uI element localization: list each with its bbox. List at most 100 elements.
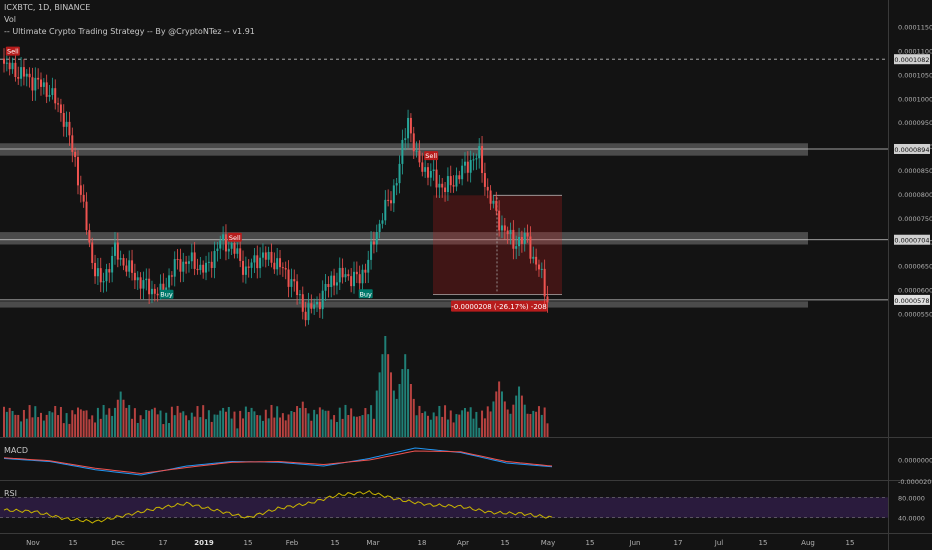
time-tick-label: 15 (244, 539, 253, 547)
price-tick-label: 0.0000950 (898, 119, 932, 127)
volume-bar (139, 415, 142, 437)
candle-body (165, 287, 168, 291)
candle-body (250, 262, 253, 268)
candle-body (478, 146, 481, 159)
volume-bar (293, 412, 296, 437)
candle-body (31, 77, 34, 91)
volume-bar (324, 410, 327, 437)
price-level-badge (894, 54, 930, 65)
volume-bar (509, 413, 512, 437)
volume-bar (463, 407, 466, 437)
volume-bar (381, 354, 384, 437)
symbol-line: ICXBTC, 1D, BINANCE (4, 3, 91, 12)
volume-bar (68, 423, 71, 437)
candle-body (3, 58, 5, 64)
volume-bar (276, 406, 279, 437)
price-level-badge (894, 234, 930, 245)
time-tick-label: 17 (159, 539, 168, 547)
time-tick-label: 2019 (194, 539, 214, 547)
candle-body (45, 82, 48, 97)
candle-body (438, 183, 441, 188)
volume-bar (529, 414, 532, 437)
candle-body (281, 267, 284, 269)
volume-bar (45, 414, 48, 437)
volume-bar (287, 414, 290, 437)
candle-body (133, 272, 136, 281)
volume-bar (156, 414, 159, 437)
volume-bar (205, 419, 208, 437)
candle-body (543, 268, 546, 297)
volume-bar (389, 372, 392, 437)
volume-bar (190, 412, 193, 437)
sell-signal-label: Sell (7, 48, 19, 56)
candle-body (145, 278, 148, 281)
candle-body (489, 190, 492, 204)
candle-body (168, 275, 171, 288)
volume-bar (133, 408, 136, 437)
candle-body (546, 296, 549, 303)
candle-body (296, 281, 299, 296)
volume-bar (105, 414, 108, 437)
volume-bar (426, 415, 429, 437)
candle-body (304, 311, 307, 321)
volume-bar (111, 415, 114, 437)
candle-body (51, 88, 54, 96)
price-tick-label: 0.0001150 (898, 24, 932, 32)
volume-bar (25, 418, 28, 437)
candle-body (131, 260, 134, 273)
candle-body (401, 139, 404, 164)
time-tick-label: 17 (674, 539, 683, 547)
candle-body (48, 95, 51, 97)
candle-body (205, 262, 208, 273)
candle-body (284, 268, 287, 270)
candle-body (22, 67, 25, 77)
volume-bar (264, 409, 267, 437)
volume-bar (518, 386, 521, 437)
volume-bar (498, 381, 501, 437)
candle-body (338, 267, 341, 283)
volume-bar (535, 411, 538, 437)
time-tick-label: May (541, 539, 555, 547)
candle-body (486, 186, 489, 191)
volume-bar (335, 421, 338, 437)
candle-body (88, 230, 91, 243)
candle-body (108, 269, 111, 273)
candle-body (523, 232, 526, 244)
candle-body (452, 185, 455, 187)
volume-bar (281, 413, 284, 437)
volume-bar (119, 391, 122, 437)
volume-bar (290, 410, 293, 437)
candle-body (426, 167, 429, 178)
volume-bar (418, 405, 421, 437)
candle-body (25, 73, 28, 77)
volume-bar (301, 401, 304, 437)
volume-bar (515, 395, 518, 437)
volume-bar (34, 406, 37, 437)
volume-bar (350, 408, 353, 437)
candle-body (512, 229, 515, 249)
candle-body (327, 284, 330, 288)
price-level-badge (894, 294, 930, 305)
candle-body (532, 256, 535, 259)
candle-body (429, 171, 432, 178)
volume-bar (449, 410, 452, 437)
candle-body (207, 261, 210, 263)
candle-body (11, 62, 14, 70)
volume-bar (387, 354, 390, 437)
candle-body (347, 274, 350, 277)
candle-body (162, 283, 165, 291)
volume-bar (409, 383, 412, 437)
volume-bar (170, 406, 173, 437)
candle-body (398, 163, 401, 184)
volume-bar (79, 409, 82, 437)
candle-body (404, 138, 407, 140)
volume-bar (230, 418, 233, 437)
buy-signal-badge (159, 289, 174, 299)
volume-bar (452, 422, 455, 437)
candle-body (20, 67, 23, 79)
volume-bar (122, 399, 125, 437)
volume-bar (222, 407, 225, 437)
candle-body (213, 251, 216, 268)
volume-bar (267, 418, 270, 437)
